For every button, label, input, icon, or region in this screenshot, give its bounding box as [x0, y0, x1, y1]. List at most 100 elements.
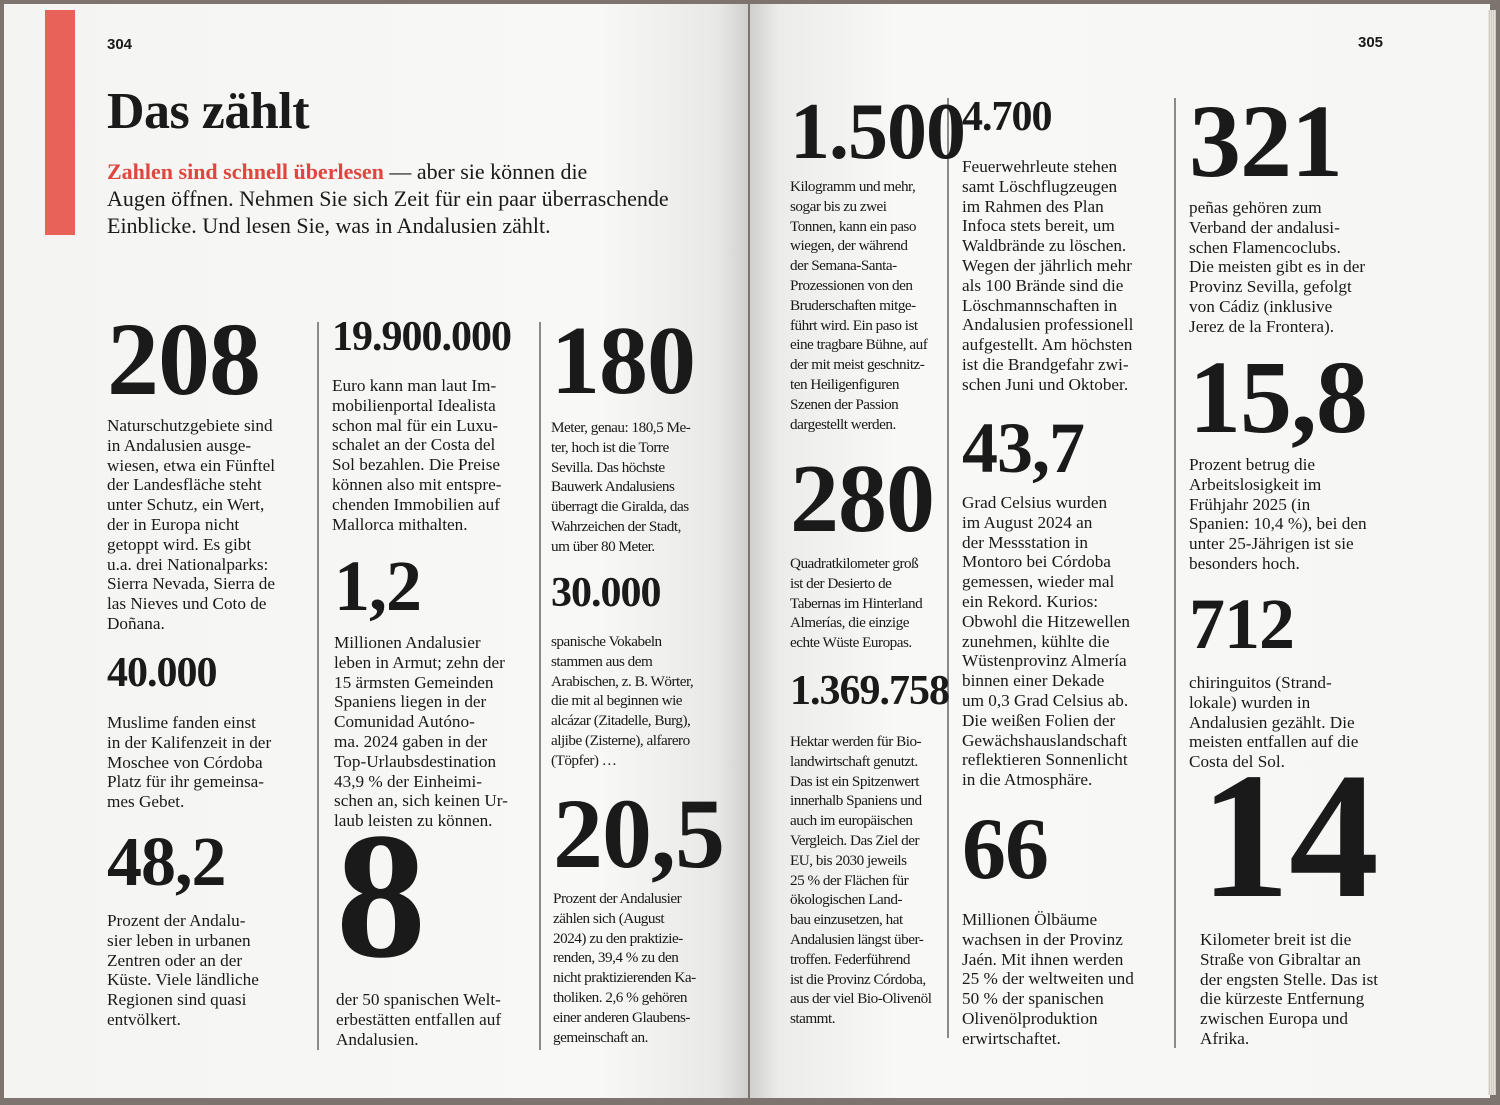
fact-number: 180	[551, 307, 696, 415]
fact-line: erwirtschaftet.	[962, 1028, 1061, 1048]
fact-number: 280	[790, 445, 935, 553]
fact-line: wiegen, der während	[790, 237, 908, 255]
fact-number: 19.900.000	[332, 314, 512, 360]
fact-number: 66	[962, 801, 1049, 898]
fact-line: die kürzeste Entfernung	[1200, 989, 1365, 1009]
column-divider	[539, 322, 541, 1050]
fact-line: EU, bis 2030 jeweils	[790, 851, 907, 869]
fact-line: der Semana-Santa-	[790, 257, 897, 275]
fact-line: der mit meist geschnitz-	[790, 356, 925, 374]
fact-line: besonders hoch.	[1189, 553, 1300, 573]
fact-line: Millionen Andalusier	[334, 633, 481, 652]
fact-line: Bruderschaften mitge-	[790, 296, 916, 314]
intro-line-1: — aber sie können die	[383, 159, 588, 184]
fact-number: 15,8	[1189, 340, 1368, 455]
fact-description: Euro kann man laut Im-mobilienportal Ide…	[332, 376, 501, 534]
fact-line: Euro kann man laut Im-	[332, 376, 497, 395]
fact-line: in der Kalifenzeit in der	[107, 732, 272, 752]
fact-description: Meter, genau: 180,5 Me-ter, hoch ist die…	[551, 418, 691, 557]
fact-line: Almerías, die einzige	[790, 614, 909, 632]
fact-description: Millionen Ölbäume wachsen in der Provinz J…	[962, 910, 1134, 1049]
fact-line: Millionen Ölbäume	[962, 910, 1098, 929]
fact-line: nicht praktizierenden Ka-	[553, 969, 696, 987]
fact-line: Provinz Sevilla, gefolgt	[1189, 277, 1352, 297]
fact-line: tholiken. 2,6 % gehören	[553, 988, 688, 1006]
fact-line: wachsen in der Provinz	[962, 929, 1123, 949]
fact-line: 2024) zu den praktizie-	[553, 929, 683, 947]
column-divider	[1174, 98, 1176, 1048]
fact-line: ein Rekord. Kurios:	[962, 591, 1099, 611]
fact-line: spanische Vokabeln	[551, 633, 662, 650]
fact-line: renden, 39,4 % zu den	[553, 949, 679, 967]
left-page	[4, 4, 748, 1098]
fact-line: Küste. Viele ländliche	[107, 970, 259, 990]
fact-line: Wüstenprovinz Almería	[962, 651, 1127, 671]
fact-description: Kilogramm und mehr, sogar bis zu zwei Tonn…	[790, 177, 928, 434]
intro-highlight: Zahlen sind schnell überlesen	[107, 159, 384, 184]
fact-line: aljibe (Zisterne), alfarero	[551, 731, 690, 749]
fact-line: landwirtschaft genutzt.	[790, 752, 918, 770]
fact-line: wiesen, etwa ein Fünftel	[107, 455, 276, 475]
fact-number: 321	[1189, 84, 1343, 199]
fact-line: entvölkert.	[107, 1009, 181, 1029]
fact-line: laub leisten zu können.	[334, 811, 493, 831]
fact-line: die mit al beginnen wie	[551, 692, 683, 710]
fact-line: von Cádiz (inklusive	[1189, 296, 1333, 316]
fact-number: 48,2	[107, 824, 226, 901]
fact-line: ökologischen Land-	[790, 891, 903, 909]
fact-line: überragt die Giralda, das	[551, 498, 689, 516]
fact-number: 8	[336, 796, 426, 995]
fact-number: 1,2	[334, 546, 422, 626]
fact-line: mes Gebet.	[107, 792, 185, 812]
fact-line: Sierra Nevada, Sierra de	[107, 574, 275, 594]
fact-line: 15 ärmsten Gemeinden	[334, 672, 494, 692]
fact-description: chiringuitos (Strand-lokale) wurden in An…	[1189, 673, 1358, 772]
fact-line: Löschmannschaften in	[962, 295, 1118, 315]
fact-line: aus der viel Bio-Olivenöl	[790, 990, 932, 1008]
fact-line: einer anderen Glaubens-	[553, 1008, 690, 1026]
fact-line: samt Löschflugzeugen	[962, 176, 1118, 196]
fact-number: 40.000	[107, 650, 217, 696]
fact-line: reflektieren Sonnenlicht	[962, 750, 1128, 770]
fact-line: in die Atmosphäre.	[962, 770, 1093, 790]
fact-line: Szenen der Passion	[790, 395, 899, 413]
fact-line: 50 % der spanischen	[962, 989, 1104, 1009]
fact-line: zunehmen, kühlte die	[962, 631, 1110, 651]
fact-description: Prozent betrug die Arbeitslosigkeit im Frü…	[1189, 455, 1367, 574]
fact-line: führt wird. Ein paso ist	[790, 316, 918, 334]
fact-line: Doñana.	[107, 613, 165, 633]
fact-line: Mallorca mithalten.	[332, 514, 468, 534]
fact-line: Prozent der Andalu-	[107, 911, 246, 930]
fact-description: Millionen Andalusier leben in Armut; zehn…	[334, 633, 508, 831]
fact-description: Kilometer breit ist die Straße von Gibral…	[1200, 930, 1378, 1049]
intro-line-2: Augen öffnen. Nehmen Sie sich Zeit für e…	[107, 186, 669, 211]
fact-line: in Andalusien ausge-	[107, 435, 252, 455]
fact-description: Grad Celsius wurden im August 2024 an der …	[962, 493, 1130, 790]
fact-line: der Messstation in	[962, 532, 1089, 552]
fact-description: spanische Vokabeln stammen aus dem Arabisc…	[551, 632, 694, 771]
fact-line: getoppt wird. Es gibt	[107, 534, 252, 554]
fact-line: Kilogramm und mehr,	[790, 178, 916, 195]
fact-line: schen an, sich keinen Ur-	[334, 791, 508, 811]
fact-line: Spaniens liegen in der	[334, 692, 487, 712]
fact-line: als 100 Brände sind die	[962, 275, 1124, 295]
fact-line: Andalusien professionell	[962, 315, 1134, 335]
fact-line: mobilienportal Idealista	[332, 395, 496, 415]
fact-description: peñas gehören zum Verband der andalusi-sc…	[1189, 198, 1365, 337]
fact-line: Die meisten gibt es in der	[1189, 257, 1366, 277]
fact-line: (Töpfer) …	[551, 751, 617, 769]
fact-line: innerhalb Spaniens und	[790, 792, 922, 810]
fact-number: 1.369.758	[790, 668, 950, 714]
fact-number: 712	[1189, 584, 1295, 664]
column-divider	[947, 98, 949, 1038]
fact-line: Afrika.	[1200, 1028, 1250, 1048]
fact-description: Prozent der Andalu-sier leben in urbanen…	[107, 911, 259, 1030]
fact-line: troffen. Federführend	[790, 950, 910, 968]
fact-line: ter, hoch ist die Torre	[551, 438, 669, 456]
fact-line: Sevilla. Das höchste	[551, 458, 665, 476]
fact-line: Andalusien längst über-	[790, 930, 924, 948]
fact-line: gemeinschaft an.	[553, 1028, 648, 1046]
fact-line: ten Heiligenfiguren	[790, 375, 900, 393]
fact-line: Andalusien.	[336, 1029, 419, 1049]
fact-line: Infoca stets bereit, um	[962, 216, 1115, 236]
